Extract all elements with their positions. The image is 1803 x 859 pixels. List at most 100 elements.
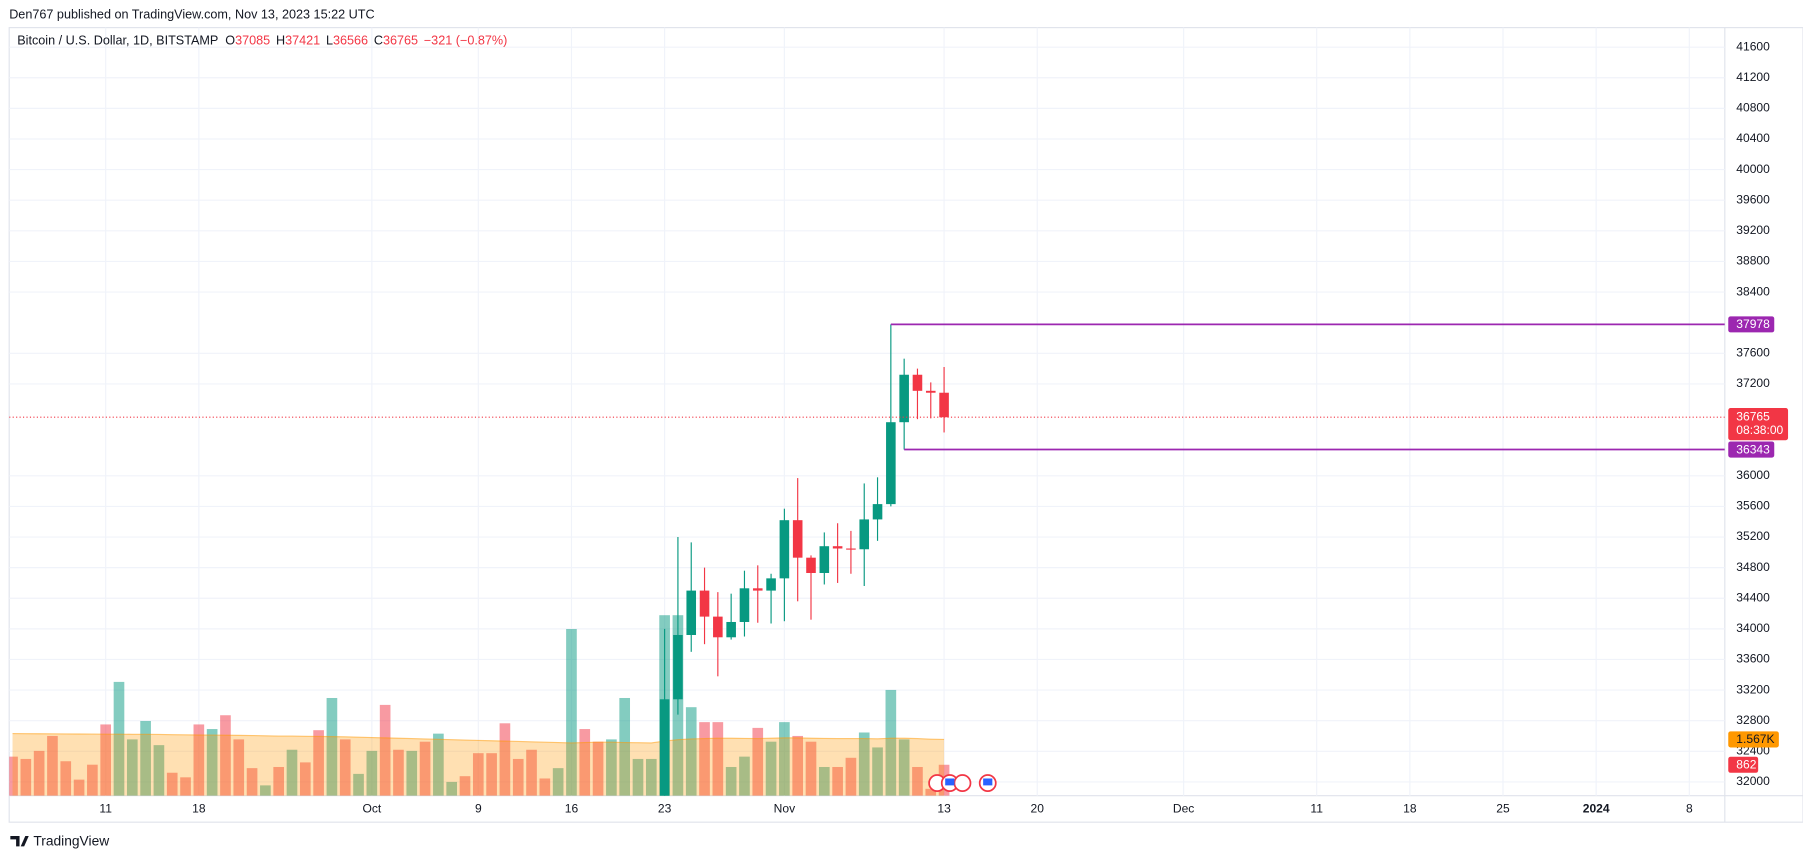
volume-bar — [765, 741, 777, 796]
volume-bar — [73, 779, 85, 796]
candle-body — [699, 590, 710, 617]
volume-bar — [872, 747, 883, 796]
x-tick-label: 8 — [1686, 802, 1693, 816]
volume-label: 862 — [1736, 758, 1756, 772]
volume-bar — [126, 739, 138, 796]
last-price-label: 36765 — [1736, 409, 1770, 423]
volume-bar — [419, 741, 431, 796]
y-tick-label: 40400 — [1736, 131, 1770, 145]
volume-ma-area — [12, 733, 945, 796]
y-tick-label: 41200 — [1736, 70, 1770, 84]
volume-bar — [379, 704, 391, 796]
x-tick-label: 11 — [99, 802, 112, 816]
volume-bar — [166, 772, 178, 796]
volume-bar — [459, 776, 471, 796]
candle-body — [766, 578, 776, 591]
high-value: 37421 — [285, 34, 320, 48]
candle-body — [752, 588, 763, 591]
candle-body — [819, 546, 830, 573]
volume-bar — [539, 778, 551, 796]
y-tick-label: 36000 — [1736, 468, 1770, 482]
y-tick-label: 37600 — [1736, 346, 1770, 360]
volume-bar — [779, 722, 790, 796]
y-tick-label: 40800 — [1736, 101, 1770, 115]
flag — [945, 778, 955, 786]
volume-bar — [552, 768, 564, 796]
volume-bar — [912, 766, 923, 796]
volume-bar — [393, 749, 404, 796]
volume-bar — [925, 788, 937, 796]
y-tick-label: 35600 — [1736, 499, 1770, 513]
level-badge — [1728, 316, 1775, 333]
volume-bar — [898, 739, 910, 796]
y-tick-label: 34400 — [1736, 590, 1770, 604]
candle-body — [859, 519, 870, 550]
event-icons — [928, 774, 997, 792]
volume-bar — [592, 741, 604, 796]
plot — [9, 323, 1725, 796]
volume-bar — [180, 777, 191, 796]
volume-bar — [699, 722, 710, 796]
volume-bar — [406, 750, 418, 796]
candle-body — [832, 546, 843, 549]
volume-bar — [366, 750, 378, 796]
volume-bar — [645, 758, 657, 796]
volume-bar — [805, 741, 817, 796]
candle-body — [686, 590, 697, 635]
x-tick-label: 25 — [1496, 802, 1510, 816]
volume-bar — [818, 766, 830, 796]
x-tick-label: Oct — [362, 802, 381, 816]
y-tick-label: 38400 — [1736, 284, 1770, 298]
candle-body — [792, 520, 803, 558]
volume-bar — [326, 697, 338, 796]
volume-bar — [246, 768, 258, 796]
volume-bar — [619, 697, 631, 796]
y-tick-label: 37200 — [1736, 376, 1770, 390]
y-tick-label: 35200 — [1736, 529, 1770, 543]
y-tick-label: 38800 — [1736, 254, 1770, 268]
axes: 3200032400328003320033600340003440034800… — [99, 39, 1789, 816]
low-label: L — [326, 34, 333, 48]
level-badge-label: 37978 — [1736, 317, 1770, 331]
volume-bar — [313, 730, 324, 796]
volume-bar — [433, 733, 444, 796]
x-tick-label: 2024 — [1583, 802, 1610, 816]
open-label: O — [225, 34, 235, 48]
close-label: C — [374, 34, 383, 48]
x-tick-label: 20 — [1031, 802, 1045, 816]
countdown-label: 08:38:00 — [1736, 423, 1783, 437]
logo-mark — [10, 835, 29, 847]
volume-bar — [286, 749, 298, 796]
y-tick-label: 34800 — [1736, 560, 1770, 574]
x-tick-label: 18 — [192, 802, 206, 816]
volume-bar — [233, 739, 245, 796]
close-value: 36765 — [383, 34, 418, 48]
level-badge — [1728, 441, 1775, 458]
volume-bar — [566, 629, 577, 796]
y-tick-label: 39600 — [1736, 192, 1770, 206]
x-tick-label: 11 — [1310, 802, 1323, 816]
volume-bar — [486, 753, 497, 796]
volume-bar — [858, 732, 870, 796]
volume-bar — [100, 724, 112, 796]
x-tick-label: 16 — [565, 802, 579, 816]
level-badge-label: 36343 — [1736, 442, 1770, 456]
volume-bar — [47, 735, 58, 796]
open-value: 37085 — [235, 34, 270, 48]
y-tick-label: 39200 — [1736, 223, 1770, 237]
high-label: H — [276, 34, 285, 48]
event-icon — [953, 774, 972, 792]
symbol-title: Bitcoin / U.S. Dollar, 1D, BITSTAMP — [17, 34, 218, 48]
volume-bar — [472, 753, 484, 796]
volume-bar — [739, 756, 750, 796]
x-tick-label: 9 — [475, 802, 482, 816]
volume-bar — [353, 773, 364, 796]
volume-bar — [153, 745, 165, 796]
flag — [983, 778, 993, 786]
volume-bar — [9, 756, 18, 796]
candle-body — [673, 634, 683, 700]
volume-bar — [606, 739, 617, 796]
